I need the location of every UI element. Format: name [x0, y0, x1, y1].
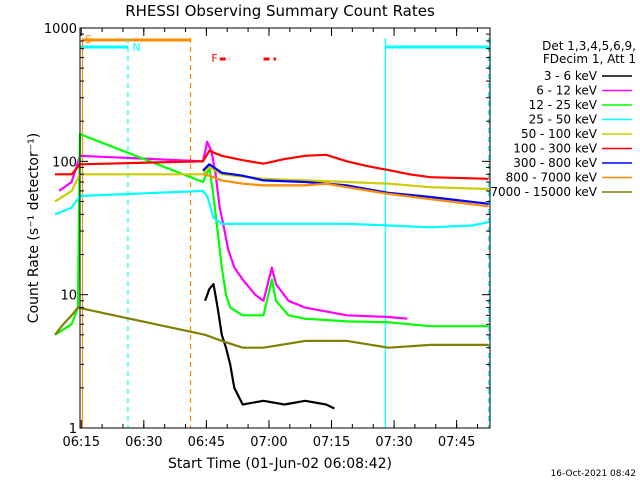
x-tick-label-5: 07:30: [375, 435, 412, 450]
plot-frame: [79, 27, 491, 429]
night-marker-label: N: [132, 41, 140, 54]
series-line-7: [202, 173, 489, 208]
series-line-0: [204, 283, 335, 410]
legend-label-3: 25 - 50 keV: [529, 113, 598, 127]
series-line-1: [58, 140, 408, 320]
series-line-2: [54, 133, 489, 336]
series-line-6: [202, 163, 489, 205]
series-line-5: [55, 149, 489, 180]
x-tick-label-3: 07:00: [250, 435, 287, 450]
x-tick-label-4: 07:15: [313, 435, 350, 450]
y-axis-label: Count Rate (s⁻¹ detector⁻¹): [26, 133, 42, 323]
y-tick-label-0: 1: [69, 422, 77, 437]
legend-label-1: 6 - 12 keV: [536, 84, 598, 98]
series-line-3: [54, 189, 489, 229]
legend-label-2: 12 - 25 keV: [529, 98, 598, 112]
legend-label-8: 7000 - 15000 keV: [490, 185, 597, 199]
x-axis-label: Start Time (01-Jun-02 06:08:42): [168, 456, 392, 472]
x-tick-label-6: 07:45: [438, 435, 475, 450]
guide-layer: S N F: [80, 33, 490, 428]
chart-title: RHESSI Observing Summary Count Rates: [125, 2, 435, 20]
flare-marker-label: F: [211, 52, 217, 65]
legend-label-0: 3 - 6 keV: [544, 69, 598, 83]
x-tick-label-1: 06:30: [125, 435, 162, 450]
y-tick-label-2: 100: [52, 155, 77, 170]
legend-header-line-1: Det 1,3,4,5,6,9,: [542, 39, 636, 53]
footer-date: 16-Oct-2021 08:42: [551, 469, 636, 479]
saa-marker-label: S: [85, 33, 92, 46]
legend-label-5: 100 - 300 keV: [513, 142, 597, 156]
legend-label-7: 800 - 7000 keV: [506, 171, 598, 185]
legend-label-4: 50 - 100 keV: [521, 127, 598, 141]
series-line-8: [54, 306, 489, 349]
series-layer: [54, 133, 489, 410]
x-tick-label-2: 06:45: [188, 435, 225, 450]
legend-header-line-2: FDecim 1, Att 1: [543, 52, 636, 66]
legend-label-6: 300 - 800 keV: [513, 156, 597, 170]
x-tick-label-0: 06:15: [63, 435, 100, 450]
axes-layer: 1 10 100 1000 06:15 06:30 06:45 07:00 07:15 07:30…: [44, 22, 491, 450]
y-tick-label-3: 1000: [44, 22, 77, 37]
y-tick-label-1: 10: [60, 289, 77, 304]
